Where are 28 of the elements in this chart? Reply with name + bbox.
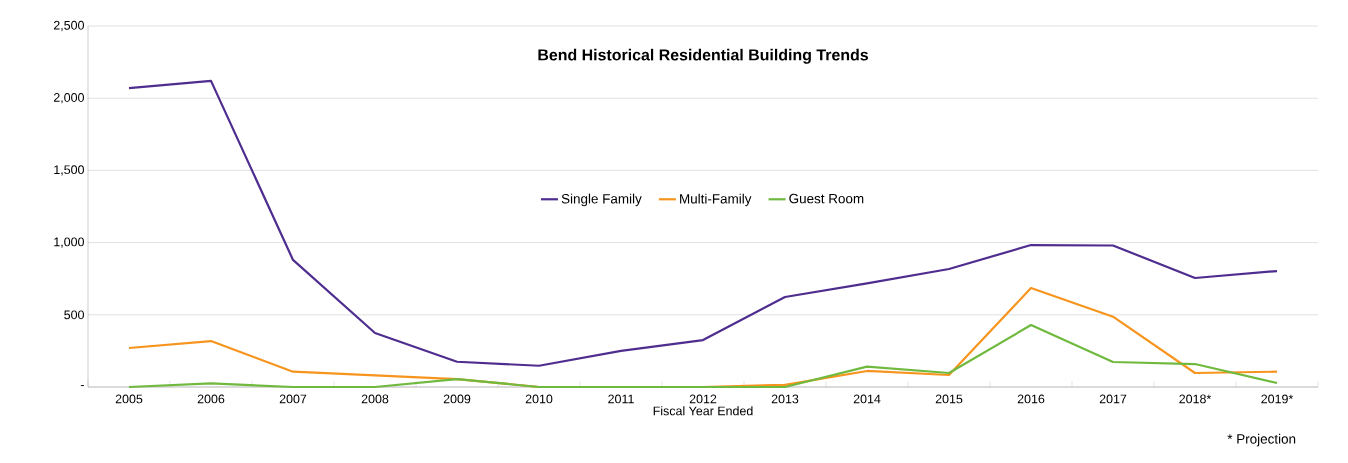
y-tick-label: -	[80, 385, 84, 387]
x-tick-label: 2015	[935, 394, 963, 404]
legend-label: Guest Room	[789, 193, 864, 204]
legend-label: Single Family	[561, 193, 642, 207]
x-tick-label: 2014	[853, 394, 881, 404]
y-tick-label: 1,000	[54, 237, 84, 248]
x-axis-title: Fiscal Year Ended	[653, 406, 753, 416]
x-tick-label: 2019*	[1261, 394, 1294, 404]
x-tick-label: 2016	[1017, 394, 1045, 404]
x-tick-label: 2018*	[1179, 394, 1212, 404]
x-tick-label: 2007	[279, 394, 307, 404]
x-tick-label: 2005	[115, 394, 143, 404]
y-tick-label: 500	[64, 310, 84, 320]
x-tick-label: 2011	[608, 394, 634, 404]
y-tick-label: 2,000	[53, 93, 84, 104]
legend-label: Multi-Family	[680, 193, 752, 207]
y-tick-label: 2,500	[53, 20, 84, 32]
y-tick-label: 1,500	[54, 165, 84, 176]
x-tick-label: 2017	[1099, 394, 1127, 404]
x-tick-label: 2009	[443, 394, 471, 404]
x-tick-label: 2010	[525, 394, 553, 404]
text: Bend Historical Residential Building Trends	[538, 48, 868, 64]
text: * Projection	[1227, 433, 1296, 447]
x-tick-label: 2013	[771, 394, 799, 404]
x-tick-label: 2012	[689, 394, 717, 404]
line-series	[127, 79, 1279, 367]
x-tick-label: 2008	[361, 394, 389, 404]
x-tick-label: 2006	[197, 394, 225, 404]
